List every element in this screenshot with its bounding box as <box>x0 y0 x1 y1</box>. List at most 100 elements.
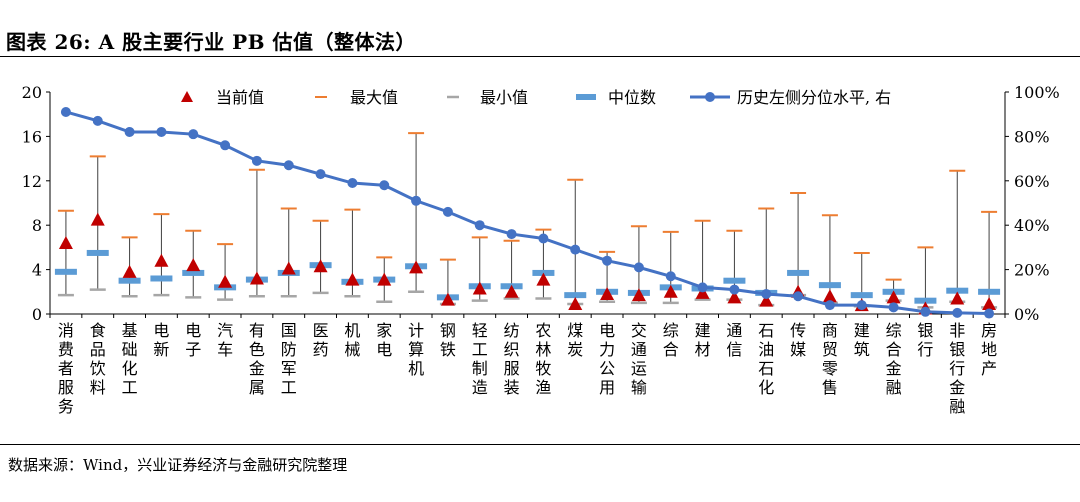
category-label: 电子 <box>185 321 201 359</box>
percentile-point <box>251 155 262 166</box>
percentile-line <box>65 110 990 316</box>
current-marker <box>249 271 264 285</box>
current-marker <box>727 290 742 304</box>
left-tick-label: 8 <box>32 216 42 235</box>
category-label: 食品饮料 <box>90 321 106 397</box>
current-marker <box>536 272 551 286</box>
category-label: 建筑 <box>854 321 870 359</box>
percentile-point <box>761 289 772 300</box>
percentile-point <box>379 180 390 191</box>
left-tick-label: 12 <box>22 172 42 191</box>
category-label: 银行 <box>917 321 933 359</box>
current-marker <box>377 272 392 286</box>
current-marker <box>122 264 137 278</box>
percentile-point <box>729 284 740 295</box>
percentile-point <box>411 195 422 206</box>
right-tick-label: 100% <box>1014 83 1060 102</box>
category-label: 电力公用 <box>599 321 615 397</box>
median-marker <box>86 249 109 256</box>
category-label: 非银行金融 <box>949 321 965 416</box>
category-label: 综合 <box>663 321 679 359</box>
legend-current-label: 当前值 <box>216 88 264 107</box>
percentile-point <box>824 300 835 311</box>
chart-legend: 当前值 最大值 最小值 中位数 历史左侧分位水平, 右 <box>181 88 891 107</box>
title-divider <box>0 56 1080 57</box>
category-label: 综合金融 <box>886 321 902 397</box>
median-marker <box>150 275 173 282</box>
legend-median-label: 中位数 <box>608 88 656 107</box>
percentile-series <box>60 106 995 319</box>
percentile-point <box>697 282 708 293</box>
category-label: 国防军工 <box>281 321 297 397</box>
current-marker <box>759 293 774 307</box>
category-label: 机械 <box>344 321 360 359</box>
legend-min-label: 最小值 <box>480 88 528 107</box>
percentile-point <box>570 244 581 255</box>
percentile-point <box>856 300 867 311</box>
percentile-point <box>92 115 103 126</box>
left-tick-label: 20 <box>22 83 42 102</box>
category-label: 农林牧渔 <box>535 321 551 397</box>
current-marker <box>822 289 837 303</box>
percentile-point <box>920 306 931 317</box>
median-marker <box>850 292 873 299</box>
category-label: 石油石化 <box>758 321 774 397</box>
category-label: 煤炭 <box>567 321 583 359</box>
percentile-point <box>315 169 326 180</box>
category-label: 传媒 <box>790 321 806 359</box>
category-label: 钢铁 <box>440 321 456 359</box>
percentile-point <box>442 206 453 217</box>
current-marker <box>886 290 901 304</box>
source-divider <box>0 444 1080 445</box>
percentile-point <box>220 140 231 151</box>
source-note: 数据来源：Wind，兴业证券经济与金融研究院整理 <box>8 456 348 474</box>
percentile-point <box>602 255 613 266</box>
percentile-point <box>474 220 485 231</box>
chart-axes: 0 4 8 12 16 20 0% 20% 40% 60% 80% 100% <box>22 83 1060 324</box>
median-marker <box>787 269 810 276</box>
category-label: 建材 <box>695 321 711 359</box>
percentile-point <box>538 233 549 244</box>
legend-percentile-label: 历史左侧分位水平, 右 <box>737 88 891 107</box>
current-marker <box>950 291 965 305</box>
median-marker <box>118 277 141 284</box>
left-tick-label: 4 <box>32 261 42 280</box>
category-label: 交通运输 <box>631 321 647 397</box>
page-title: 图表 26: A 股主要行业 PB 估值（整体法） <box>6 30 416 54</box>
category-label: 房地产 <box>981 321 997 378</box>
percentile-point <box>124 126 135 137</box>
legend-max-label: 最大值 <box>350 88 398 107</box>
category-label: 家电 <box>376 321 392 359</box>
current-marker <box>281 261 296 275</box>
current-marker <box>568 297 583 311</box>
category-label: 通信 <box>726 321 742 359</box>
right-tick-label: 40% <box>1014 216 1050 235</box>
percentile-point <box>888 302 899 313</box>
left-tick-label: 16 <box>22 127 42 146</box>
category-label: 汽车 <box>217 321 233 359</box>
right-tick-label: 80% <box>1014 127 1050 146</box>
category-label: 消费者服务 <box>58 321 74 416</box>
percentile-point <box>156 126 167 137</box>
right-tick-label: 0% <box>1014 305 1039 324</box>
category-label: 轻工制造 <box>472 321 488 397</box>
current-marker <box>154 253 169 267</box>
median-marker <box>54 268 77 275</box>
percentile-point <box>984 308 995 319</box>
current-marker <box>440 292 455 306</box>
category-label: 基础化工 <box>122 321 138 397</box>
percentile-point <box>283 160 294 171</box>
category-label: 纺织服装 <box>504 321 520 397</box>
current-marker <box>218 274 233 288</box>
current-marker <box>631 288 646 302</box>
median-marker <box>978 288 1001 295</box>
category-label: 电新 <box>153 321 169 359</box>
median-marker <box>564 292 587 299</box>
percentile-point <box>188 129 199 140</box>
current-marker <box>600 287 615 301</box>
percentile-point <box>506 229 517 240</box>
current-marker <box>695 285 710 299</box>
current-marker <box>504 284 519 298</box>
current-marker <box>58 235 73 249</box>
chart-marks <box>54 132 1001 315</box>
